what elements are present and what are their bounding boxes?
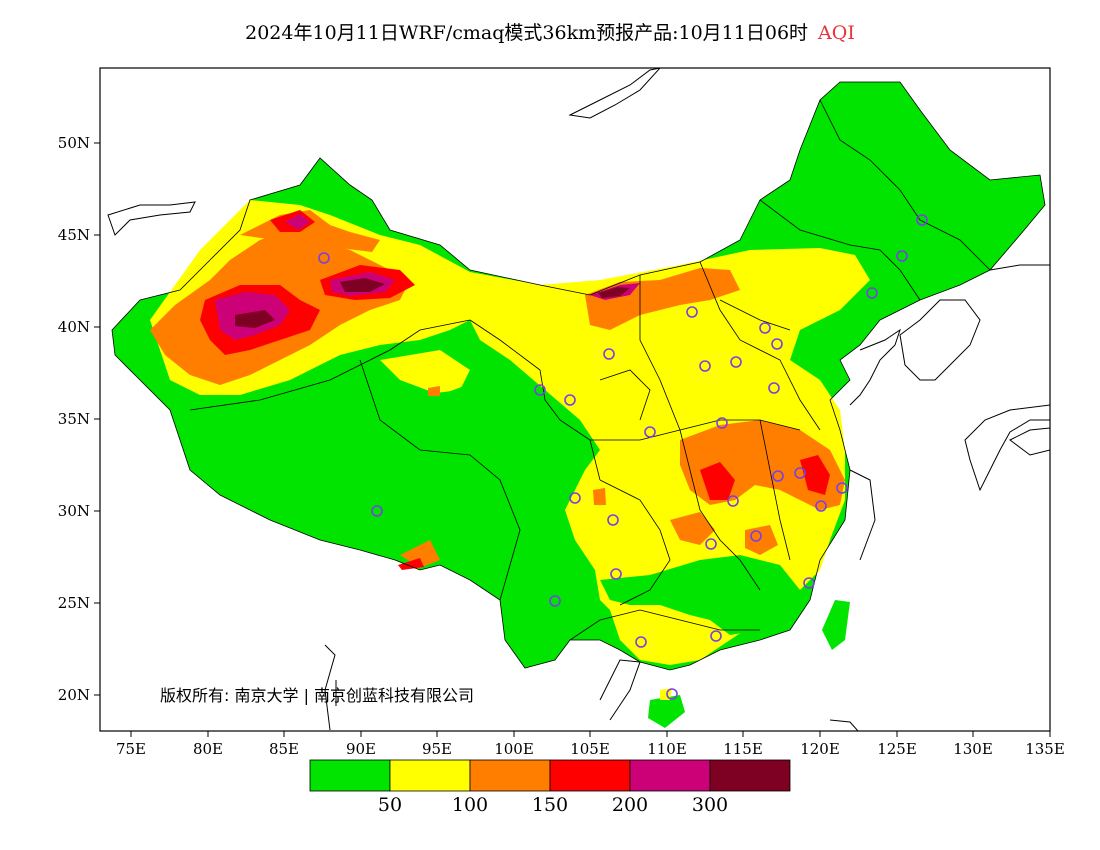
lon-label: 115E [723,740,763,758]
lon-label: 120E [800,740,840,758]
aqi-region-orange-sichuan [593,488,606,505]
lat-label: 50N [58,134,90,152]
legend-swatch [389,759,471,792]
lon-label: 110E [647,740,687,758]
station-marker [803,577,815,589]
lon-label: 125E [877,740,917,758]
station-marker [815,500,827,512]
legend-swatch [309,759,391,792]
station-marker [772,470,784,482]
legend-swatch [709,759,791,792]
station-marker [794,467,806,479]
station-marker [896,250,908,262]
station-marker [610,568,622,580]
legend-label: 150 [532,794,568,816]
aqi-region-green-plateau [195,360,585,560]
station-marker [916,214,928,226]
aqi-region-orange-sw [400,540,440,568]
lat-axis [94,142,100,696]
station-marker [635,636,647,648]
aqi-region-orange-hunan [670,512,715,545]
map-content [107,68,1050,731]
station-marker [716,417,728,429]
station-marker [759,322,771,334]
station-marker [666,688,678,700]
lon-label: 75E [116,740,146,758]
legend-labels: 50 100 150 200 300 [378,794,728,816]
lon-axis [130,731,1051,737]
title-main: 2024年10月11日WRF/cmaq模式36km预报产品:10月11日06时 [245,22,809,44]
station-marker [705,538,717,550]
station-marker [768,382,780,394]
lon-label: 130E [953,740,993,758]
station-marker [318,252,330,264]
lon-label: 80E [193,740,223,758]
legend-label: 100 [452,794,488,816]
station-marker [727,495,739,507]
map-border [99,67,1051,732]
aqi-region-darkred-xinjiang-east [340,278,385,292]
lat-label: 40N [58,318,90,336]
legend-swatch [629,759,711,792]
aqi-region-orange-small [428,386,440,396]
copyright-text: 版权所有: 南京大学 | 南京创蓝科技有限公司 [160,686,475,705]
map-title: 2024年10月11日WRF/cmaq模式36km预报产品:10月11日06时 A… [0,18,1100,45]
station-marker [564,394,576,406]
lat-label: 30N [58,502,90,520]
station-marker [866,287,878,299]
station-marker [699,360,711,372]
station-marker [371,505,383,517]
station-markers [318,214,928,700]
lat-label: 45N [58,226,90,244]
lon-labels: 75E 80E 85E 90E 95E 100E 105E 110E 115E … [116,740,1065,758]
lon-label: 105E [570,740,610,758]
legend-label: 300 [692,794,728,816]
aqi-region-taiwan [822,600,850,650]
legend-label: 200 [612,794,648,816]
aqi-region-magenta-north [285,214,310,230]
legend-label: 50 [378,794,402,816]
lat-label: 35N [58,410,90,428]
station-marker [710,630,722,642]
station-marker [603,348,615,360]
lat-label: 20N [58,686,90,704]
lat-labels: 50N 45N 40N 35N 30N 25N 20N [58,134,90,704]
coastlines [107,68,1050,731]
aqi-region-hainan [648,695,685,728]
station-marker [750,530,762,542]
station-marker [686,306,698,318]
aqi-region-red-central [700,462,735,500]
station-marker [607,514,619,526]
legend-swatch [549,759,631,792]
lon-label: 90E [346,740,376,758]
province-boundaries [111,81,1046,671]
aqi-legend-bar [309,759,791,792]
lon-label: 95E [422,740,452,758]
title-product: AQI [818,22,855,44]
lon-label: 85E [269,740,299,758]
aqi-region-red-anhui [800,455,830,495]
aqi-region-darkred-xinjiang [235,310,275,328]
station-marker [644,426,656,438]
station-marker [730,356,742,368]
aqi-region-red-sw [398,558,424,570]
station-marker [836,482,848,494]
legend-swatch [469,759,551,792]
aqi-region-darkred-inner-mongolia [598,287,630,298]
station-marker [549,595,561,607]
lon-label: 100E [494,740,534,758]
station-marker [771,338,783,350]
aqi-region-orange-north [585,268,740,330]
lon-label: 135E [1025,740,1065,758]
station-marker [569,492,581,504]
station-marker [534,384,546,396]
lat-label: 25N [58,594,90,612]
